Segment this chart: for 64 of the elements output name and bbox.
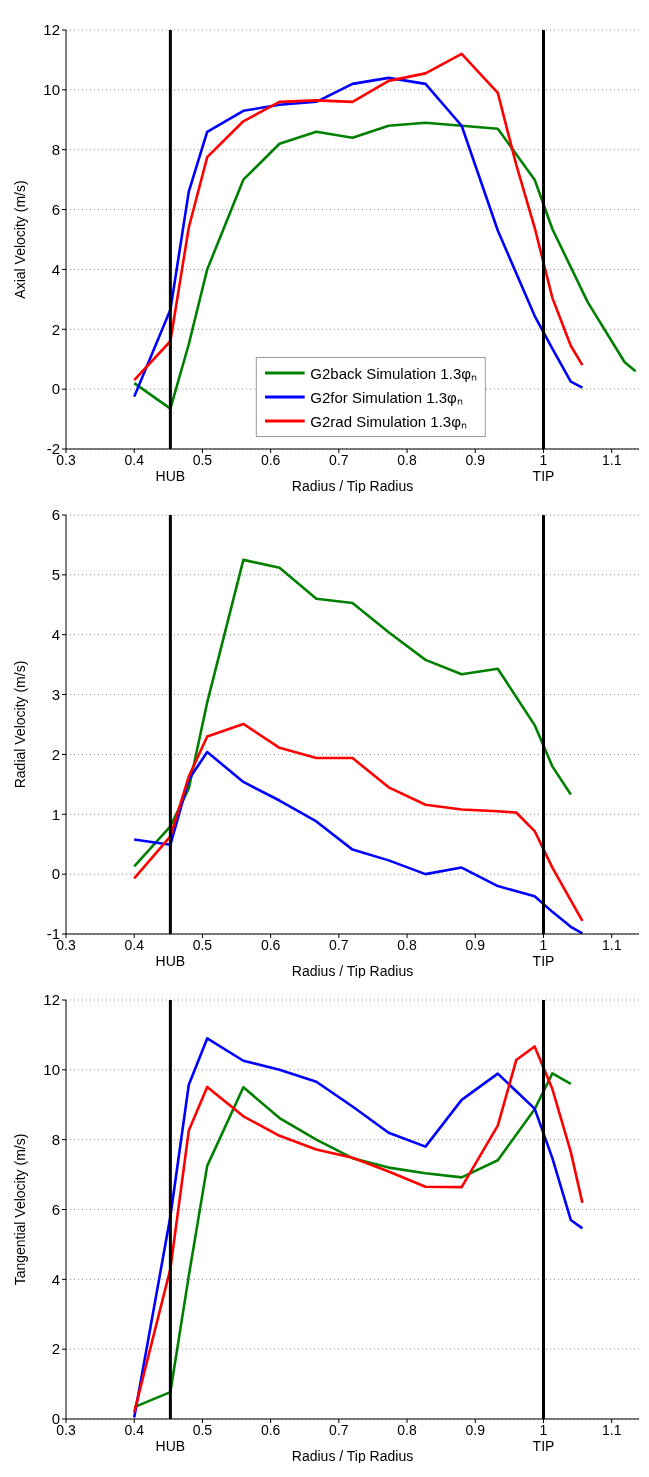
ref-line-label: HUB bbox=[155, 468, 186, 484]
x-tick-label: 0.8 bbox=[397, 936, 418, 953]
y-tick-label: 12 bbox=[43, 991, 60, 1009]
x-tick-label: 0.8 bbox=[397, 1421, 418, 1438]
x-tick-label: 1.1 bbox=[601, 1421, 622, 1438]
y-tick-label: 8 bbox=[51, 141, 60, 159]
x-tick-label: 0.6 bbox=[260, 936, 281, 953]
y-axis-title: Axial Velocity (m/s) bbox=[11, 180, 28, 299]
ref-line-label: HUB bbox=[155, 953, 186, 969]
x-tick-label: 0.5 bbox=[192, 936, 213, 953]
x-tick-label: 0.4 bbox=[124, 451, 145, 468]
x-tick-label: 0.8 bbox=[397, 451, 418, 468]
x-tick-label: 1.1 bbox=[601, 451, 622, 468]
y-tick-label: 2 bbox=[51, 745, 60, 763]
y-tick-label: 6 bbox=[51, 506, 60, 524]
y-tick-label: 4 bbox=[51, 260, 60, 278]
x-axis-title: Radius / Tip Radius bbox=[291, 963, 414, 979]
x-tick-label: 0.3 bbox=[56, 451, 76, 468]
y-tick-label: 4 bbox=[51, 626, 60, 644]
ref-line-label: TIP bbox=[532, 468, 555, 484]
x-tick-label: 0.7 bbox=[329, 1421, 349, 1438]
x-tick-label: 0.5 bbox=[192, 1421, 213, 1438]
y-tick-label: 10 bbox=[43, 1061, 60, 1079]
x-tick-label: 0.6 bbox=[260, 451, 281, 468]
y-axis-title: Tangential Velocity (m/s) bbox=[11, 1133, 28, 1286]
legend-label: G2back Simulation 1.3φₙ bbox=[310, 364, 477, 383]
x-tick-label: 0.9 bbox=[465, 936, 486, 953]
y-axis-title: Radial Velocity (m/s) bbox=[11, 660, 28, 789]
y-tick-label: 1 bbox=[51, 805, 60, 823]
ref-line-label: HUB bbox=[155, 1438, 186, 1454]
ref-line-label: TIP bbox=[532, 953, 555, 969]
y-tick-label: 5 bbox=[51, 566, 60, 584]
x-tick-label: 0.9 bbox=[465, 451, 486, 468]
line-series bbox=[132, 722, 584, 923]
y-tick-label: 0 bbox=[51, 380, 60, 398]
x-tick-label: 1 bbox=[539, 451, 548, 468]
x-tick-label: 0.9 bbox=[465, 1421, 486, 1438]
x-tick-label: 0.6 bbox=[260, 1421, 281, 1438]
x-tick-label: 0.4 bbox=[124, 936, 145, 953]
y-tick-label: 8 bbox=[51, 1130, 60, 1148]
x-tick-label: 0.7 bbox=[329, 451, 349, 468]
x-tick-label: 1 bbox=[539, 1421, 548, 1438]
x-axis-title: Radius / Tip Radius bbox=[291, 1448, 414, 1464]
line-series bbox=[132, 558, 573, 868]
y-tick-label: 6 bbox=[51, 1200, 60, 1218]
y-tick-label: 12 bbox=[43, 21, 60, 39]
legend-label: G2for Simulation 1.3φₙ bbox=[310, 388, 463, 407]
x-axis-title: Radius / Tip Radius bbox=[291, 478, 414, 494]
x-tick-label: 1 bbox=[539, 936, 548, 953]
x-tick-label: 0.5 bbox=[192, 451, 213, 468]
y-tick-label: 2 bbox=[51, 1340, 60, 1358]
ref-line-label: TIP bbox=[532, 1438, 555, 1454]
legend-label: G2rad Simulation 1.3φₙ bbox=[310, 412, 467, 431]
x-tick-label: 1.1 bbox=[601, 936, 622, 953]
x-tick-label: 0.4 bbox=[124, 1421, 145, 1438]
y-tick-label: 4 bbox=[51, 1270, 60, 1288]
line-series bbox=[132, 121, 637, 410]
y-tick-label: 3 bbox=[51, 685, 60, 703]
y-tick-label: 0 bbox=[51, 865, 60, 883]
y-tick-label: 10 bbox=[43, 81, 60, 99]
line-series bbox=[132, 750, 584, 934]
y-tick-label: 6 bbox=[51, 200, 60, 218]
y-tick-label: 2 bbox=[51, 320, 60, 338]
x-tick-label: 0.7 bbox=[329, 936, 349, 953]
